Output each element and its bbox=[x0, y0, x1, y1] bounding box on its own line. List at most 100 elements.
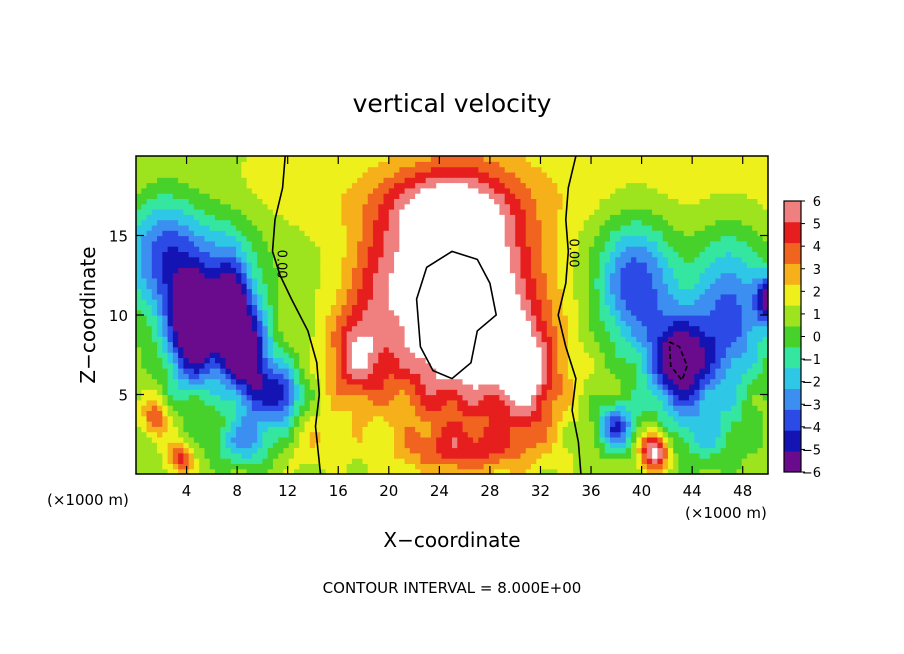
heatmap-cell bbox=[304, 447, 311, 454]
heatmap-cell bbox=[241, 468, 248, 474]
heatmap-cell bbox=[488, 399, 495, 406]
heatmap-cell bbox=[193, 468, 200, 474]
heatmap-cell bbox=[215, 357, 221, 364]
heatmap-cell bbox=[594, 368, 601, 374]
heatmap-cell bbox=[483, 325, 490, 332]
heatmap-cell bbox=[346, 262, 353, 268]
heatmap-cell bbox=[462, 362, 469, 369]
heatmap-cell bbox=[457, 320, 464, 327]
heatmap-cell bbox=[562, 389, 569, 396]
heatmap-cell bbox=[552, 389, 558, 396]
heatmap-cell bbox=[272, 373, 279, 380]
heatmap-cell bbox=[157, 277, 163, 284]
heatmap-cell bbox=[578, 277, 585, 284]
heatmap-cell bbox=[373, 415, 379, 422]
heatmap-cell bbox=[483, 442, 490, 449]
heatmap-cell bbox=[362, 447, 369, 454]
heatmap-cell bbox=[373, 304, 379, 311]
heatmap-cell bbox=[351, 293, 358, 300]
heatmap-cell bbox=[557, 421, 564, 427]
heatmap-cell bbox=[436, 447, 443, 454]
heatmap-cell bbox=[357, 436, 364, 443]
heatmap-cell bbox=[230, 315, 237, 321]
heatmap-cell bbox=[720, 394, 727, 401]
heatmap-cell bbox=[667, 336, 674, 343]
heatmap-cell bbox=[367, 452, 374, 459]
heatmap-cell bbox=[209, 394, 216, 401]
heatmap-cell bbox=[636, 325, 643, 332]
heatmap-cell bbox=[236, 399, 242, 406]
heatmap-cell bbox=[752, 346, 759, 353]
heatmap-cell bbox=[436, 399, 443, 406]
heatmap-cell bbox=[552, 378, 558, 385]
heatmap-cell bbox=[183, 378, 190, 385]
heatmap-cell bbox=[188, 368, 195, 374]
heatmap-cell bbox=[604, 262, 611, 268]
heatmap-cell bbox=[404, 288, 411, 295]
heatmap-cell bbox=[757, 283, 764, 290]
heatmap-cell bbox=[641, 346, 648, 353]
heatmap-cell bbox=[193, 458, 200, 464]
heatmap-cell bbox=[204, 452, 211, 459]
heatmap-cell bbox=[704, 336, 711, 343]
heatmap-cell bbox=[452, 399, 458, 406]
heatmap-cell bbox=[141, 346, 148, 353]
heatmap-cell bbox=[578, 336, 585, 343]
heatmap-cell bbox=[215, 262, 221, 268]
heatmap-cell bbox=[157, 463, 163, 470]
heatmap-cell bbox=[488, 389, 495, 396]
heatmap-cell bbox=[157, 299, 163, 305]
heatmap-cell bbox=[315, 389, 321, 396]
heatmap-cell bbox=[367, 251, 374, 258]
heatmap-cell bbox=[452, 368, 458, 374]
heatmap-cell bbox=[399, 352, 406, 358]
heatmap-cell bbox=[193, 352, 200, 358]
heatmap-cell bbox=[578, 293, 585, 300]
heatmap-cell bbox=[383, 410, 390, 417]
heatmap-cell bbox=[288, 288, 295, 295]
heatmap-cell bbox=[309, 458, 316, 464]
heatmap-cell bbox=[383, 389, 390, 396]
heatmap-cell bbox=[604, 373, 611, 380]
heatmap-cell bbox=[699, 325, 706, 332]
heatmap-cell bbox=[157, 325, 163, 332]
heatmap-cell bbox=[204, 267, 211, 274]
heatmap-cell bbox=[525, 383, 532, 390]
heatmap-cell bbox=[157, 368, 163, 374]
heatmap-cell bbox=[494, 283, 500, 290]
heatmap-cell bbox=[694, 421, 701, 427]
heatmap-cell bbox=[283, 362, 290, 369]
heatmap-cell bbox=[678, 421, 685, 427]
heatmap-cell bbox=[357, 463, 364, 470]
heatmap-cell bbox=[583, 426, 590, 433]
heatmap-cell bbox=[762, 431, 768, 438]
heatmap-cell bbox=[683, 352, 690, 358]
heatmap-cell bbox=[710, 325, 716, 332]
heatmap-cell bbox=[388, 373, 395, 380]
heatmap-cell bbox=[336, 442, 342, 449]
heatmap-cell bbox=[357, 357, 364, 364]
heatmap-cell bbox=[436, 415, 443, 422]
heatmap-cell bbox=[578, 346, 585, 353]
heatmap-cell bbox=[209, 267, 216, 274]
heatmap-cell bbox=[193, 399, 200, 406]
heatmap-cell bbox=[294, 304, 300, 311]
heatmap-cell bbox=[157, 415, 163, 422]
heatmap-cell bbox=[673, 410, 680, 417]
heatmap-cell bbox=[183, 336, 190, 343]
heatmap-cell bbox=[631, 320, 637, 327]
heatmap-cell bbox=[136, 362, 142, 369]
heatmap-cell bbox=[746, 320, 753, 327]
heatmap-cell bbox=[594, 315, 601, 321]
heatmap-cell bbox=[725, 336, 732, 343]
heatmap-cell bbox=[625, 458, 632, 464]
heatmap-cell bbox=[515, 463, 522, 470]
heatmap-cell bbox=[678, 357, 685, 364]
heatmap-cell bbox=[246, 330, 253, 337]
heatmap-cell bbox=[315, 426, 321, 433]
heatmap-cell bbox=[325, 256, 332, 263]
heatmap-cell bbox=[504, 410, 511, 417]
heatmap-cell bbox=[752, 256, 759, 263]
heatmap-cell bbox=[383, 442, 390, 449]
heatmap-cell bbox=[615, 383, 622, 390]
